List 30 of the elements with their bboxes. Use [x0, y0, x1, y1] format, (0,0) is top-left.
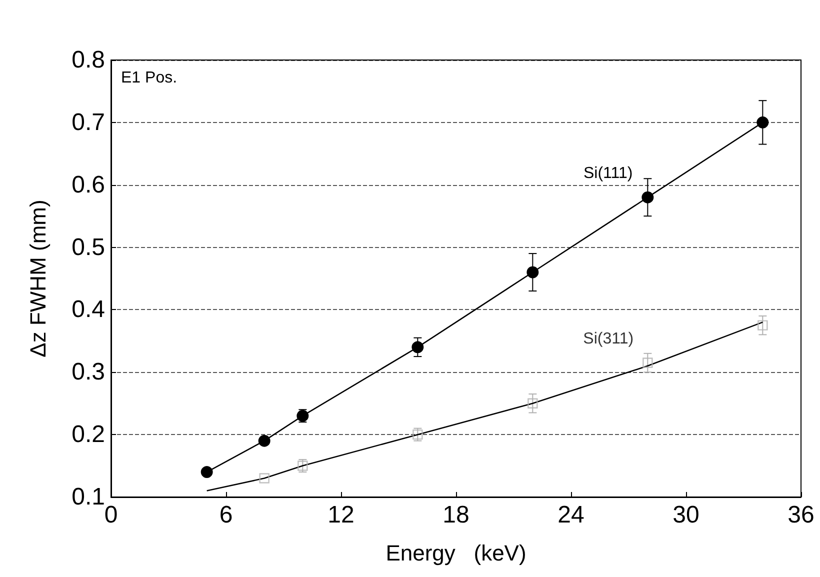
annotation: E1 Pos. — [121, 70, 178, 86]
point — [642, 191, 654, 204]
y-tick-label: 0.2 — [72, 421, 105, 448]
point — [756, 116, 769, 128]
y-tick-label: 0.3 — [72, 358, 105, 386]
series-label: Si(111) — [583, 164, 633, 182]
point — [259, 473, 270, 484]
point — [526, 266, 539, 278]
x-tick-label: 6 — [219, 502, 233, 528]
point — [258, 434, 270, 447]
x-tick-label: 18 — [442, 502, 470, 528]
x-tick-label: 0 — [104, 502, 118, 528]
point — [528, 398, 538, 408]
y-tick-label: 0.6 — [72, 171, 105, 198]
y-tick-label: 0.8 — [72, 46, 105, 74]
point — [642, 358, 653, 368]
point — [412, 341, 424, 354]
y-tick-label: 0.7 — [72, 108, 105, 136]
y-tick-label: 0.5 — [72, 234, 105, 261]
point — [758, 320, 768, 330]
x-tick-label: 12 — [328, 502, 354, 528]
y-tick-label: 0.4 — [72, 296, 105, 324]
x-tick-label: 30 — [672, 502, 700, 528]
series-label: Si(311) — [583, 330, 634, 348]
x-tick-label: 24 — [558, 502, 584, 528]
y-axis-title: Δz FWHM (mm) — [26, 200, 50, 358]
point — [200, 466, 213, 478]
x-axis-title: Energy (keV) — [386, 540, 526, 566]
x-tick-label: 36 — [788, 502, 814, 528]
y-tick-label: 0.1 — [72, 484, 105, 510]
